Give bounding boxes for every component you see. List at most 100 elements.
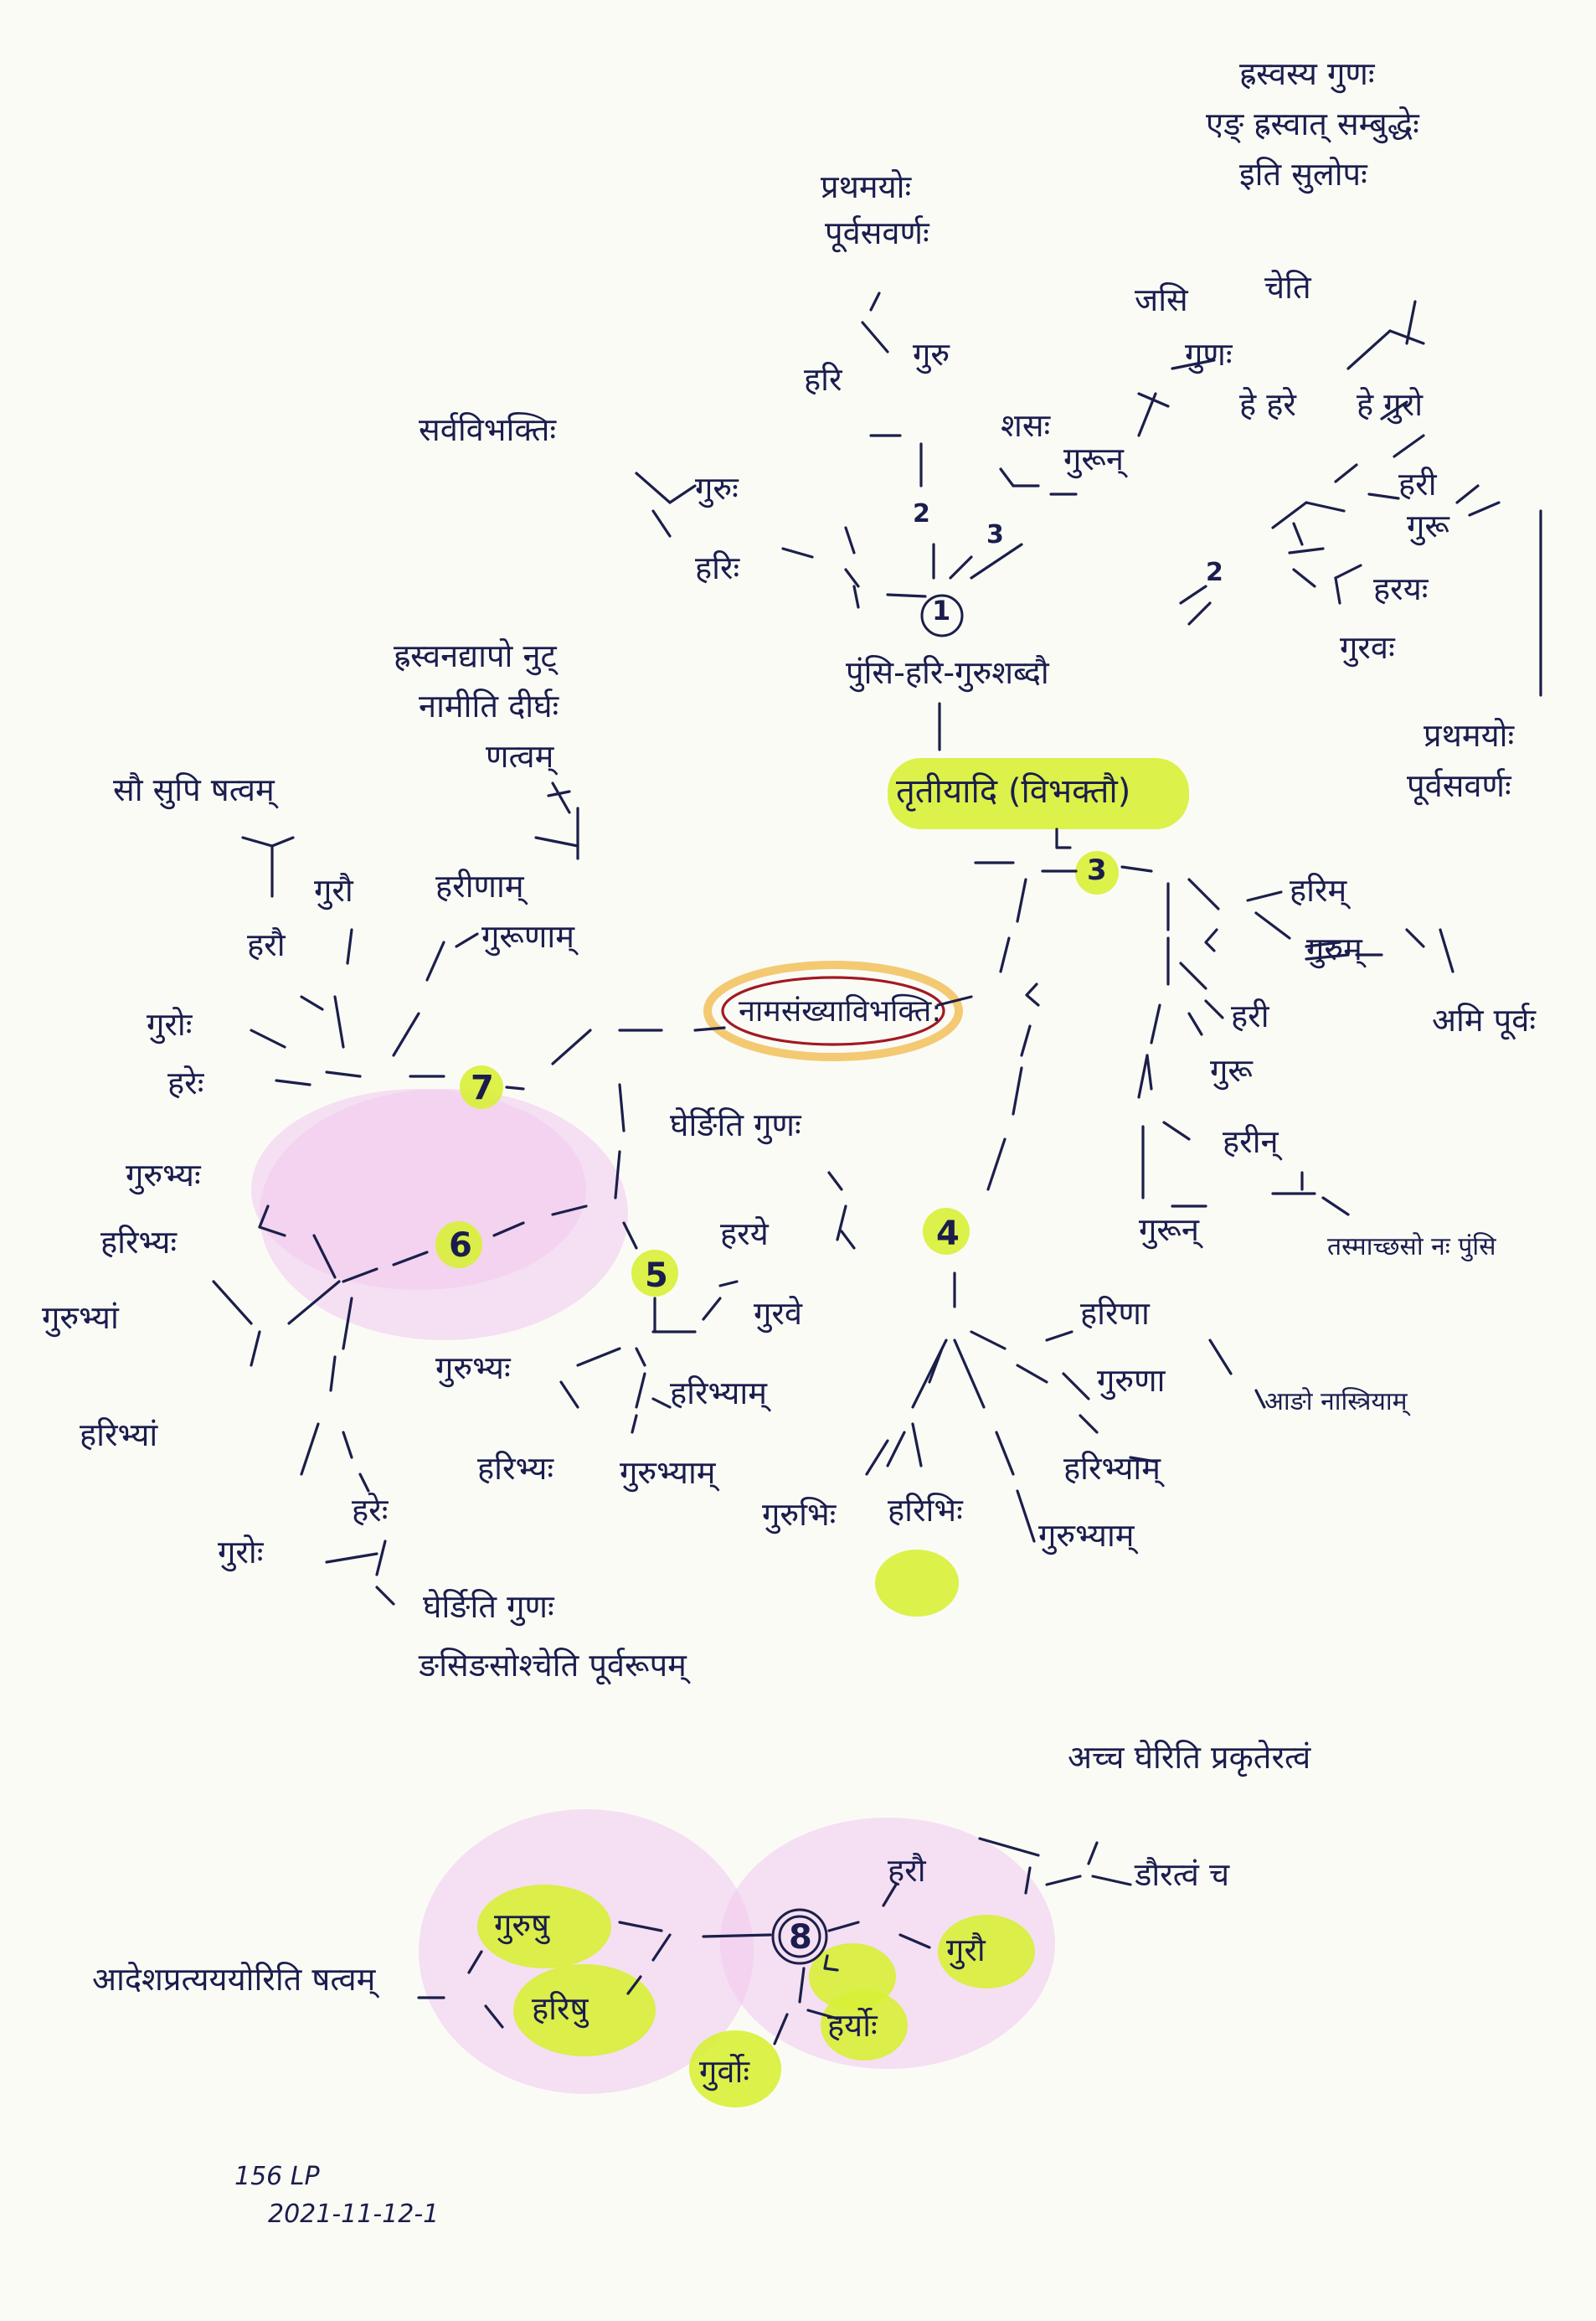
branch-line — [1208, 1338, 1233, 1375]
branch-line — [836, 1204, 847, 1241]
center-oval — [721, 976, 945, 1046]
branch-line — [425, 941, 445, 982]
branch-line — [614, 1150, 621, 1199]
label-guruun: गुरून् — [1063, 441, 1125, 477]
label-harishu: हरिषु — [532, 1990, 589, 2027]
branch-line — [1254, 1389, 1266, 1409]
branch-line — [1271, 501, 1308, 529]
branch-line — [1380, 400, 1408, 420]
branch-line — [844, 526, 856, 554]
arrow-mark — [823, 1954, 839, 1972]
num-highlight — [460, 1065, 503, 1109]
hub-highlight — [888, 758, 1189, 829]
label-prathamayoh: प्रथमयोः — [821, 168, 912, 205]
pink-halo — [720, 1818, 1055, 2069]
branch-line — [551, 781, 571, 814]
branch-line — [250, 1029, 286, 1049]
branch-line — [1393, 434, 1425, 458]
label-guru-2: गुरू — [1407, 508, 1449, 544]
branch-line — [1305, 953, 1350, 961]
branch-line — [1062, 1372, 1090, 1400]
branch-line — [1334, 564, 1362, 580]
branch-line — [1334, 576, 1341, 605]
branch-line — [1439, 928, 1454, 973]
branch-line — [1146, 1054, 1153, 1091]
label-haribhyam-6: हरिभ्यां — [80, 1416, 158, 1453]
branch-line — [333, 995, 345, 1049]
branch-line — [1288, 547, 1325, 554]
label-gurushu: गुरुषु — [494, 1906, 550, 1943]
branch-line — [886, 593, 927, 598]
label-haribhyah-5: हरिभ्यः — [477, 1450, 554, 1487]
branch-line — [1137, 1054, 1149, 1099]
branch-line — [1187, 1012, 1203, 1036]
label-purvarupam: ङसिङसोश्चेति पूर्वरूपम् — [419, 1647, 687, 1684]
label-iti-sulopah: इति सुलोपः — [1239, 156, 1367, 193]
branch-line — [559, 1380, 579, 1409]
branch-line — [844, 568, 860, 588]
branch-line — [1292, 522, 1304, 546]
label-eng-hrasvat: एङ् ह्रस्वात् सम्बुद्धेः — [1206, 106, 1419, 142]
branch-line — [651, 1933, 672, 1962]
label-harim: हरिम् — [1290, 872, 1347, 909]
label-highlight — [689, 2030, 781, 2107]
label-hareh: हरेः — [352, 1492, 389, 1529]
branch-line — [392, 1012, 420, 1057]
branch-line — [547, 790, 571, 797]
branch-line — [484, 2004, 504, 2029]
label-highlight — [477, 1885, 611, 1968]
branch-line — [312, 1234, 337, 1279]
label-gunah: गुणः — [1185, 336, 1233, 373]
num-ring-8 — [771, 1908, 828, 1965]
label-highlight — [938, 1915, 1035, 1988]
branch-line — [999, 936, 1011, 973]
branch-line — [1388, 329, 1425, 345]
label-hari: हरि — [804, 361, 842, 398]
branch-line — [827, 1171, 843, 1191]
branch-line — [358, 1473, 370, 1493]
label-acca-gheh: अच्च घेरिति प्रकृतेरत्वं — [1068, 1739, 1311, 1776]
label-guruun-2: गुरून् — [1139, 1211, 1200, 1248]
branch-line — [882, 1883, 898, 1907]
branch-line — [1367, 493, 1400, 500]
label-prathamayoh-2: प्रथमयोः — [1424, 717, 1515, 754]
arrow-mark — [1204, 928, 1218, 952]
num-highlight — [923, 1208, 970, 1255]
branch-line — [1292, 568, 1316, 588]
label-sau-supi: सौ सुपि षत्वम् — [113, 771, 275, 808]
branch-line — [342, 1267, 378, 1283]
label-gurubhyam-4: गुरुभ्याम् — [1038, 1517, 1135, 1554]
label-hrasvasya-gunah: ह्रस्वस्य गुणः — [1239, 55, 1375, 92]
branch-line — [840, 1230, 856, 1250]
branch-line — [346, 928, 353, 965]
branch-line — [911, 1422, 923, 1467]
label-harau: हरौ — [247, 926, 286, 963]
branch-6-number: 6 — [449, 1226, 472, 1265]
branch-line — [467, 1950, 483, 1974]
branch-line — [781, 547, 814, 559]
label-gurau-8: गुरौ — [946, 1932, 986, 1968]
branch-line — [1305, 501, 1346, 513]
branch-line — [773, 2013, 789, 2045]
branch-line — [852, 585, 860, 609]
label-gurum: गुरुम् — [1306, 931, 1362, 967]
branch-line — [635, 472, 672, 504]
branch-line — [342, 1431, 353, 1459]
branch-line — [300, 1422, 320, 1476]
branch-line — [626, 1975, 642, 1995]
branch-line — [300, 995, 324, 1011]
branch-line — [1129, 1456, 1157, 1463]
label-gurunam: गुरूणाम् — [481, 918, 574, 955]
branch-line — [1012, 1066, 1023, 1116]
branch-line — [551, 1029, 592, 1065]
label-highlight — [821, 1990, 908, 2061]
label-haribhyam-4: हरिभ्याम् — [1063, 1450, 1161, 1487]
label-guroh: गुरोः — [218, 1534, 264, 1571]
branch-line — [1120, 865, 1153, 873]
root-label: पुंसि-हरि-गुरुशब्दौ — [846, 654, 1049, 691]
branch-line — [693, 1026, 726, 1032]
label-guruh: गुरुः — [695, 470, 739, 507]
branch-line — [718, 1280, 739, 1287]
label-gurvoh: गुर्वोः — [699, 2053, 750, 2090]
